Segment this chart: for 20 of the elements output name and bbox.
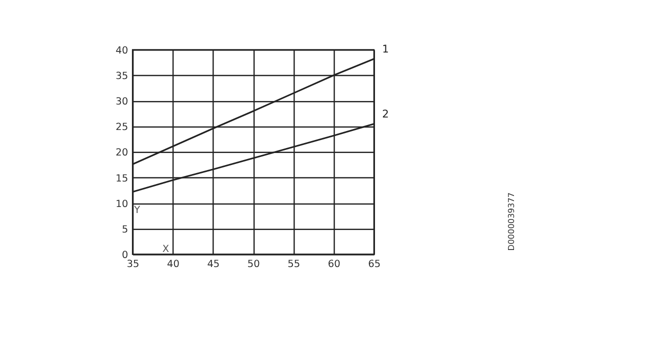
- y-tick-label: 25: [116, 122, 128, 134]
- y-tick-label: 15: [116, 173, 128, 184]
- y-tick-label: 40: [116, 45, 128, 56]
- x-tick-label: 55: [288, 258, 300, 270]
- x-tick-label: 65: [368, 258, 381, 270]
- y-axis-title: Y: [133, 204, 140, 216]
- series-label: 2: [382, 107, 389, 120]
- y-tick-label: 0: [122, 250, 128, 261]
- y-tick-label: 5: [122, 224, 128, 236]
- y-tick-label: 10: [116, 198, 128, 210]
- x-tick-label: 50: [247, 258, 260, 270]
- x-tick-label: 45: [207, 258, 220, 270]
- series-label: 1: [382, 42, 389, 56]
- text: D0000039377: [506, 192, 516, 251]
- x-tick-label: 40: [166, 258, 180, 270]
- x-axis-title: X: [162, 244, 170, 256]
- y-tick-label: 30: [116, 96, 128, 108]
- y-tick-label: 35: [116, 70, 128, 82]
- x-tick-label: 60: [328, 258, 340, 270]
- y-tick-label: 20: [116, 148, 128, 159]
